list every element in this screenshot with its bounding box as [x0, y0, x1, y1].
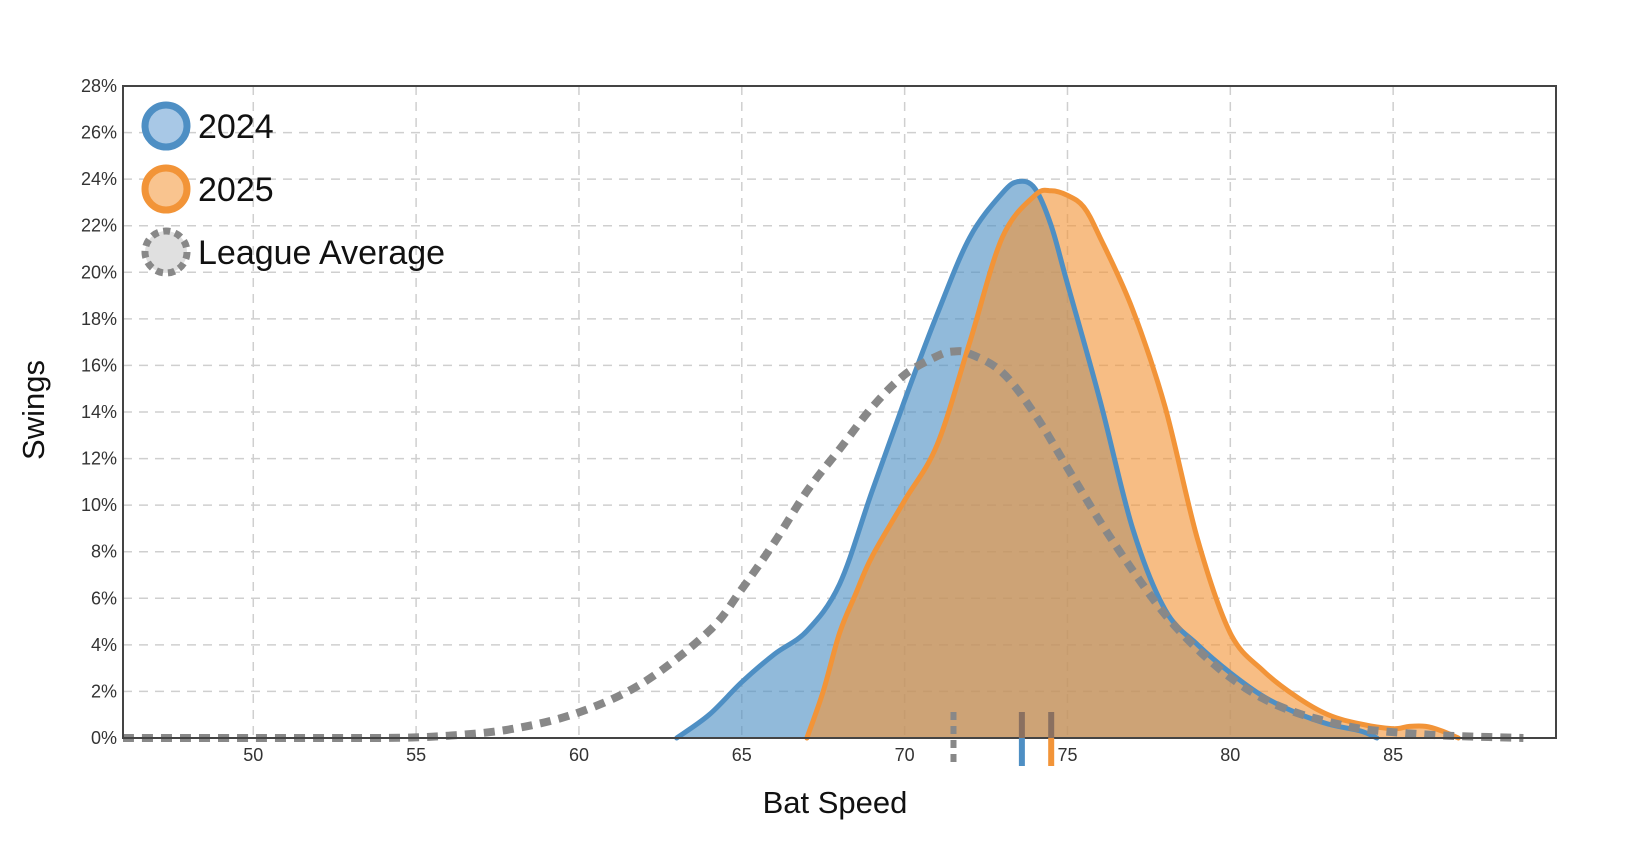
- y-axis-title: Swings: [16, 360, 51, 460]
- y-tick-label: 26%: [81, 123, 117, 143]
- y-tick-label: 16%: [81, 355, 117, 375]
- area-2025: [806, 190, 1459, 739]
- x-tick-label: 70: [895, 745, 915, 765]
- y-tick-label: 6%: [91, 588, 117, 608]
- legend-label: 2025: [198, 171, 274, 209]
- series-lines: [123, 178, 1524, 743]
- plot-frame: [122, 85, 1557, 739]
- legend-item: League Average: [141, 227, 445, 277]
- x-tick-label: 50: [243, 745, 263, 765]
- series-areas: [676, 181, 1459, 739]
- y-tick-label: 2%: [91, 681, 117, 701]
- x-tick-label: 75: [1057, 745, 1077, 765]
- y-tick-label: 4%: [91, 635, 117, 655]
- y-tick-label: 22%: [81, 216, 117, 236]
- legend-label: League Average: [198, 234, 445, 272]
- legend-swatch: [141, 227, 191, 277]
- y-tick-label: 8%: [91, 542, 117, 562]
- legend-swatch: [141, 164, 191, 214]
- y-tick-label: 0%: [91, 728, 117, 748]
- y-tick-label: 10%: [81, 495, 117, 515]
- y-tick-label: 24%: [81, 169, 117, 189]
- legend-item: 2025: [141, 164, 274, 214]
- x-axis-title: Bat Speed: [763, 785, 908, 820]
- x-tick-label: 55: [406, 745, 426, 765]
- legend: 2024 2025 League Average: [141, 101, 445, 277]
- legend-label: 2024: [198, 108, 274, 146]
- axis-ticks: 0% 2% 4% 6% 8% 10% 12% 14% 16% 18% 20% 22% 24% 26% 28%…: [81, 76, 1403, 765]
- x-tick-label: 80: [1220, 745, 1240, 765]
- legend-item: 2024: [141, 101, 274, 151]
- y-tick-label: 18%: [81, 309, 117, 329]
- line-2024: [674, 178, 1380, 741]
- legend-swatch: [141, 101, 191, 151]
- y-tick-label: 20%: [81, 262, 117, 282]
- line-league-average: [123, 347, 1524, 743]
- x-tick-label: 85: [1383, 745, 1403, 765]
- x-tick-label: 60: [569, 745, 589, 765]
- y-tick-label: 14%: [81, 402, 117, 422]
- x-tick-label: 65: [732, 745, 752, 765]
- mean-markers: [950, 712, 1055, 766]
- y-tick-label: 28%: [81, 76, 117, 96]
- y-tick-label: 12%: [81, 449, 117, 469]
